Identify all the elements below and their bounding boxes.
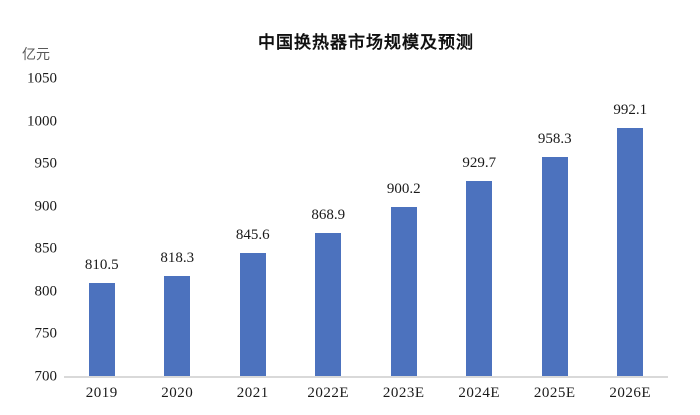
y-axis-tick-labels: 700 750 800 850 900 950 1000 1050 <box>0 71 58 384</box>
bar-value-label: 958.3 <box>537 131 572 148</box>
bar <box>164 276 191 377</box>
x-tick-label: 2022E <box>307 385 350 401</box>
bar <box>390 206 417 377</box>
y-axis-unit-label: 亿元 <box>22 48 50 63</box>
x-tick-label: 2019 <box>85 385 118 401</box>
bar-column: 992.1 2026E <box>593 79 669 401</box>
bar-column: 958.3 2025E <box>517 79 593 401</box>
y-axis-tick-label: 900 <box>34 198 58 215</box>
y-axis-tick-label: 1000 <box>27 113 57 130</box>
bar <box>466 181 493 377</box>
bar <box>541 157 568 377</box>
y-axis-tick-label: 800 <box>34 283 58 300</box>
x-tick-label: 2025E <box>533 385 576 401</box>
bar-column: 818.3 2020 <box>140 79 216 401</box>
bar-column: 929.7 2024E <box>442 79 518 401</box>
bar <box>315 233 342 377</box>
x-tick-label: 2024E <box>458 385 501 401</box>
x-axis-line <box>64 376 668 378</box>
bar <box>239 253 266 377</box>
y-axis-tick-label: 700 <box>34 368 58 385</box>
bar <box>88 282 115 377</box>
x-tick-label: 2020 <box>161 385 194 401</box>
y-axis-tick-label: 950 <box>34 155 58 172</box>
chart-title: 中国换热器市场规模及预测 <box>258 33 474 52</box>
y-axis-tick-label: 850 <box>34 240 58 257</box>
bar-value-label: 868.9 <box>311 207 346 224</box>
bar-column: 810.5 2019 <box>64 79 140 400</box>
bar-column: 845.6 2021 <box>215 79 291 401</box>
x-tick-label: 2021 <box>236 385 269 401</box>
bar-value-label: 992.1 <box>613 102 648 119</box>
bar-column: 900.2 2023E <box>366 79 442 400</box>
bar-columns: 810.5 2019 818.3 2020 845.6 2021 868.9 2022E 900… <box>64 79 669 401</box>
y-axis-tick-label: 1050 <box>27 70 57 87</box>
bar-value-label: 810.5 <box>84 256 119 273</box>
bar-column: 868.9 2022E <box>291 79 367 401</box>
x-tick-label: 2023E <box>382 385 425 401</box>
y-axis-tick-label: 750 <box>34 325 58 342</box>
bar-value-label: 845.6 <box>235 227 270 244</box>
bar <box>617 128 644 377</box>
plot-area: 810.5 2019 818.3 2020 845.6 2021 868.9 2022E 900… <box>64 79 669 401</box>
bar-value-label: 900.2 <box>386 180 421 197</box>
bar-value-label: 929.7 <box>462 155 497 172</box>
x-tick-label: 2026E <box>609 385 652 401</box>
bar-value-label: 818.3 <box>160 250 195 267</box>
